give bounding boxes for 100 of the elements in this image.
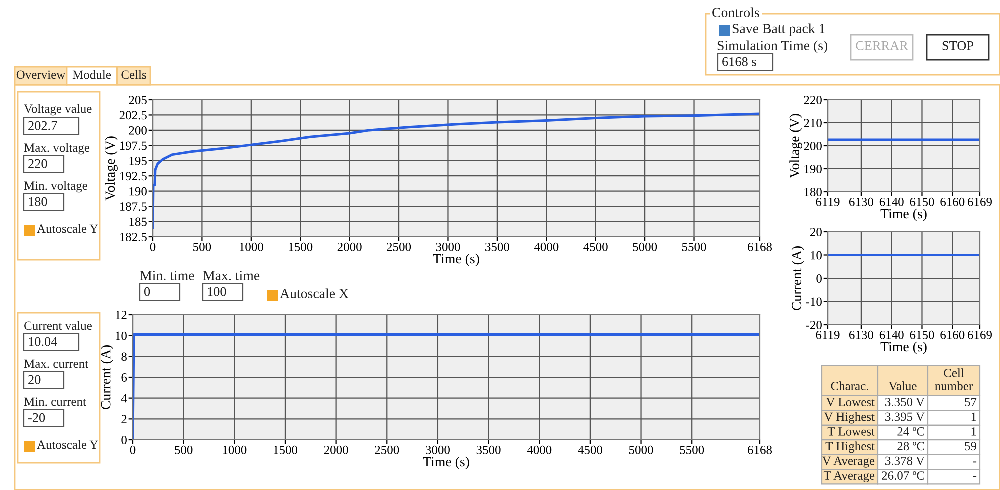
text: Simulation Time (s): [718, 40, 828, 54]
x-tick-label: 2500: [387, 242, 412, 252]
text: Max. time: [203, 271, 260, 281]
x-tick-label: 6169: [968, 330, 992, 340]
y-axis-title: Voltage (V): [790, 114, 802, 178]
text: Module: [72, 70, 112, 80]
y-tick-label: 190: [804, 165, 822, 174]
x-tick-label: 3000: [436, 242, 460, 252]
y-tick-label: 187.5: [120, 202, 147, 212]
text: 26.07 ºC: [882, 472, 924, 480]
text: Autoscale Y: [37, 440, 98, 450]
x-tick-label: 6150: [910, 198, 934, 206]
text: 1: [972, 412, 976, 422]
x-tick-label: 1000: [240, 242, 264, 252]
text: 3.395 V: [886, 412, 925, 422]
text: 6168 s: [722, 57, 756, 66]
x-tick-label: 5500: [680, 446, 704, 454]
x-tick-label: 6168: [748, 242, 772, 252]
text: 24 ºC: [898, 427, 924, 436]
text: Autoscale X: [280, 288, 349, 298]
text: T Average: [824, 472, 875, 483]
y-tick-label: 0: [816, 274, 822, 283]
text: 3.378 V: [886, 456, 925, 466]
y-tick-label: 185: [130, 218, 147, 226]
text: Overview: [16, 70, 66, 80]
text: 3.350 V: [886, 398, 925, 407]
text: V Average: [822, 456, 875, 468]
x-axis-title: Time (s): [423, 456, 470, 470]
y-tick-label: 195: [130, 156, 147, 166]
x-tick-label: 6130: [849, 330, 874, 340]
text: 10.04: [29, 337, 58, 346]
x-axis-title: Time (s): [880, 342, 927, 354]
x-tick-label: 6130: [849, 198, 874, 206]
text: -20: [28, 413, 46, 422]
x-tick-label: 6160: [940, 330, 965, 340]
text: 59: [965, 442, 976, 451]
y-tick-label: 20: [810, 228, 822, 236]
x-tick-label: 3500: [486, 242, 510, 252]
text: T Lowest: [828, 428, 875, 436]
y-tick-label: 200: [129, 126, 147, 135]
text: T Highest: [826, 442, 875, 454]
text: Min. voltage: [24, 181, 88, 193]
text: Min. current: [24, 398, 86, 406]
x-tick-label: 2000: [338, 242, 362, 252]
text: Current value: [24, 321, 92, 330]
text: CERRAR: [856, 41, 908, 50]
x-tick-label: 3000: [426, 446, 450, 454]
y-tick-label: 205: [129, 96, 147, 104]
text: 100: [208, 287, 226, 296]
text: Max. voltage: [24, 143, 90, 155]
y-tick-label: 8: [122, 352, 127, 362]
x-tick-label: 6169: [968, 198, 992, 206]
x-tick-label: 2000: [324, 446, 348, 454]
text: V Lowest: [826, 398, 875, 407]
y-tick-label: 210: [804, 119, 822, 128]
y-axis-title: Current (A): [100, 346, 114, 410]
x-tick-label: 6160: [940, 198, 965, 206]
x-tick-label: 5500: [682, 242, 706, 252]
x-tick-label: 0: [150, 242, 156, 252]
text: -: [973, 462, 977, 463]
x-tick-label: 2500: [375, 446, 400, 454]
y-axis-title: Current (A): [792, 246, 804, 311]
x-tick-label: 4500: [584, 242, 608, 252]
text: 202.7: [28, 121, 58, 130]
x-tick-label: 4500: [578, 446, 602, 454]
text: -: [973, 476, 977, 478]
text: Controls: [712, 8, 760, 18]
x-tick-label: 6140: [880, 198, 904, 206]
text: Max. current: [24, 360, 88, 368]
x-axis-title: Time (s): [880, 208, 927, 222]
y-tick-label: 10: [811, 251, 822, 260]
text: Save Batt pack 1: [732, 24, 825, 36]
y-tick-label: 200: [804, 142, 822, 150]
x-tick-label: 6140: [880, 330, 904, 340]
x-tick-label: 6168: [748, 446, 772, 454]
y-tick-label: 0: [122, 436, 127, 444]
x-axis-title: Time (s): [433, 254, 480, 266]
text: 20: [28, 375, 41, 384]
x-tick-label: 4000: [534, 242, 559, 252]
text: 28 ºC: [898, 442, 924, 451]
x-tick-label: 500: [175, 446, 193, 454]
y-tick-label: 4: [121, 394, 128, 403]
text: V Highest: [824, 412, 875, 424]
text: Voltage value: [24, 104, 92, 116]
y-tick-label: -20: [806, 321, 822, 330]
y-tick-label: 2: [122, 415, 127, 424]
text: Min. time: [140, 271, 194, 281]
text: Cell number: [935, 368, 973, 390]
text: STOP: [942, 41, 974, 50]
x-tick-label: 1500: [289, 242, 313, 252]
x-tick-label: 4000: [527, 446, 552, 454]
text: Autoscale Y: [37, 224, 98, 234]
text: Cells: [122, 70, 146, 80]
x-tick-label: 3500: [476, 446, 501, 454]
y-tick-label: 180: [804, 188, 822, 196]
line-series: [153, 112, 760, 230]
y-tick-label: 6: [122, 374, 128, 382]
text: 57: [965, 398, 977, 406]
y-tick-label: 197.5: [120, 142, 147, 150]
y-tick-label: -10: [806, 298, 822, 306]
